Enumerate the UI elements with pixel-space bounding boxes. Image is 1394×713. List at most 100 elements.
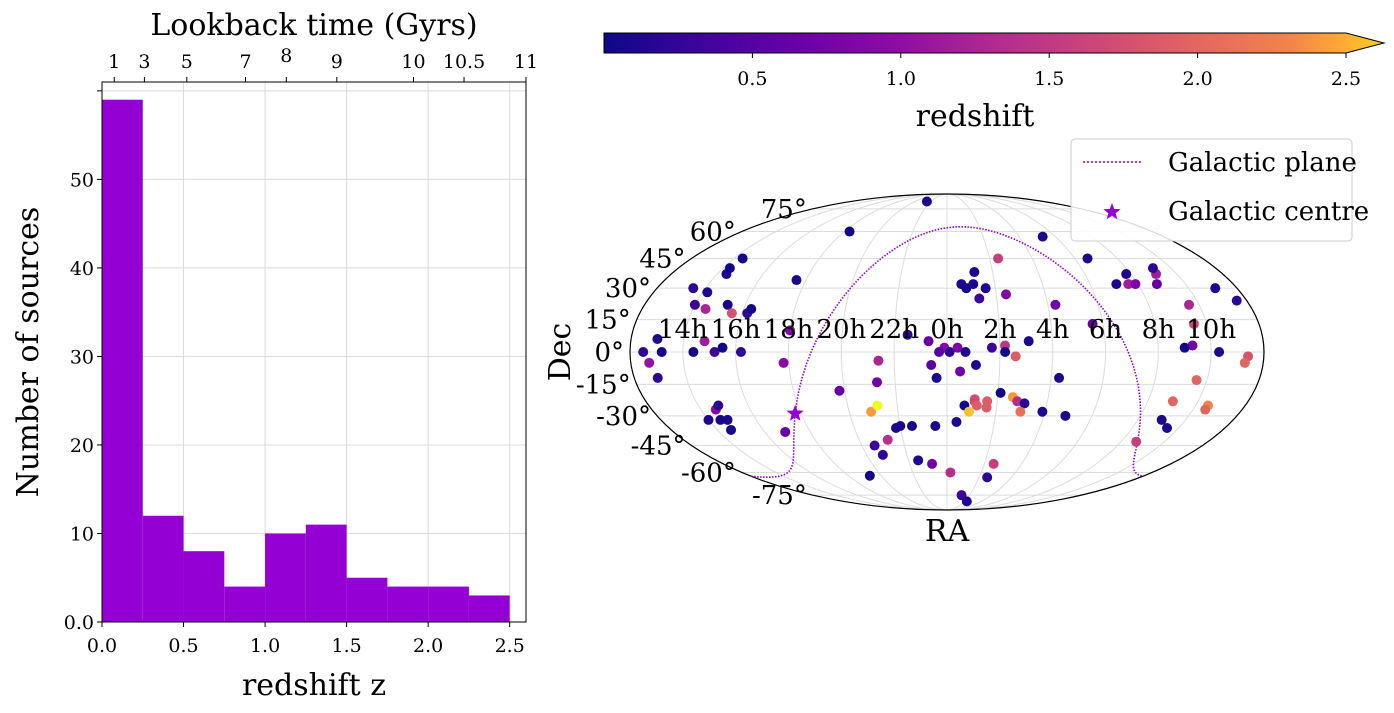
source-point	[902, 329, 913, 340]
source-point	[864, 470, 875, 481]
source-point	[969, 267, 980, 278]
source-point	[715, 414, 726, 425]
histogram-frame	[101, 81, 527, 623]
source-point	[877, 449, 888, 460]
source-point	[923, 336, 934, 347]
source-point	[1147, 263, 1158, 274]
y-tick-label: 10	[70, 523, 94, 545]
source-point	[926, 359, 937, 370]
top-tick-label: 8	[280, 45, 292, 67]
histogram-grid	[101, 82, 526, 623]
source-point	[834, 385, 845, 396]
galactic-plane-line	[751, 226, 1143, 478]
ra-label: 0h	[930, 315, 964, 345]
sky-map: 14h 16h 18h 20h 22h 0h 2h 4h 6h 8h 10h 75° 60°45°30…	[543, 193, 1265, 549]
source-point	[944, 347, 955, 357]
source-point	[981, 402, 992, 413]
dec-label: 75°	[761, 195, 807, 225]
source-point	[1187, 340, 1198, 351]
source-point	[1156, 414, 1167, 425]
source-point	[784, 325, 795, 336]
source-point	[703, 414, 714, 425]
source-point	[1239, 357, 1250, 368]
source-point	[1184, 299, 1195, 310]
source-point	[1023, 336, 1034, 347]
histogram-bar	[265, 533, 306, 622]
source-point	[1231, 295, 1242, 306]
source-point	[1131, 436, 1142, 447]
source-point	[746, 304, 757, 315]
dec-label: 45°	[639, 244, 685, 274]
y-tick-label: 0.0	[64, 612, 94, 634]
source-point	[1123, 279, 1134, 290]
top-tick-label: 1	[108, 51, 120, 73]
source-point	[737, 253, 748, 264]
source-point	[689, 299, 700, 310]
dec-label: -60°	[681, 458, 736, 488]
source-point	[970, 359, 981, 370]
source-point	[1162, 422, 1173, 433]
source-point	[871, 377, 882, 388]
source-point	[995, 387, 1006, 398]
source-point	[844, 226, 855, 237]
source-point	[1188, 318, 1199, 329]
source-point	[717, 342, 728, 353]
source-point	[964, 406, 975, 417]
source-point	[726, 424, 737, 435]
ra-label: 18h	[764, 315, 814, 345]
histogram-bar	[102, 99, 143, 622]
colorbar-tick-label: 0.5	[737, 68, 767, 90]
ra-label: 20h	[816, 315, 866, 345]
dec-label: -15°	[576, 370, 631, 400]
sky-legend: Galactic plane Galactic centre	[1070, 138, 1369, 242]
histogram-y-ticks: 0.0 10 20 30 40 50	[64, 90, 102, 634]
source-point	[688, 283, 699, 294]
legend-box	[1070, 138, 1353, 242]
source-point	[1060, 410, 1071, 421]
x-tick-label: 0.0	[87, 635, 117, 657]
source-point	[934, 347, 945, 357]
source-point	[1214, 347, 1225, 357]
histogram-bar	[305, 524, 347, 622]
source-point	[895, 420, 906, 431]
x-tick-label: 1.0	[250, 635, 280, 657]
top-tick-label: 11	[514, 51, 538, 73]
ra-label: 6h	[1089, 315, 1123, 345]
source-point	[974, 293, 985, 304]
x-tick-label: 2.5	[495, 635, 525, 657]
histogram-x-ticks: 0.0 0.5 1.0 1.5 2.0 2.5	[87, 622, 525, 657]
top-tick-label: 9	[331, 51, 343, 73]
histogram-bar	[387, 586, 429, 622]
source-point	[1037, 231, 1048, 242]
top-tick-label: 3	[138, 51, 150, 73]
source-point	[1000, 347, 1011, 357]
source-point	[1010, 351, 1021, 362]
source-point	[980, 283, 991, 294]
galactic-plane-path	[751, 226, 1143, 478]
source-point	[688, 347, 699, 357]
histogram-bar	[183, 551, 225, 622]
galactic-centre-marker	[786, 404, 804, 421]
colorbar-tick-label: 1.5	[1034, 68, 1064, 90]
x-tick-label: 2.0	[413, 635, 443, 657]
dec-label: -45°	[631, 432, 686, 462]
histogram-bar	[142, 515, 184, 622]
source-point	[656, 347, 667, 357]
ra-label: 4h	[1036, 315, 1070, 345]
top-tick-label: 7	[239, 51, 251, 73]
ra-label: 2h	[983, 315, 1017, 345]
source-points	[638, 196, 1254, 507]
source-point	[713, 400, 724, 411]
source-point	[722, 299, 733, 310]
source-point	[873, 355, 884, 366]
source-point	[952, 342, 963, 353]
colorbar-label: redshift	[916, 99, 1035, 134]
source-point	[1179, 342, 1190, 353]
source-point	[955, 366, 966, 377]
source-point	[702, 287, 713, 298]
source-point	[722, 414, 733, 425]
y-tick-label: 20	[70, 435, 94, 457]
top-tick-label: 10.5	[443, 51, 485, 73]
source-point	[930, 420, 941, 431]
